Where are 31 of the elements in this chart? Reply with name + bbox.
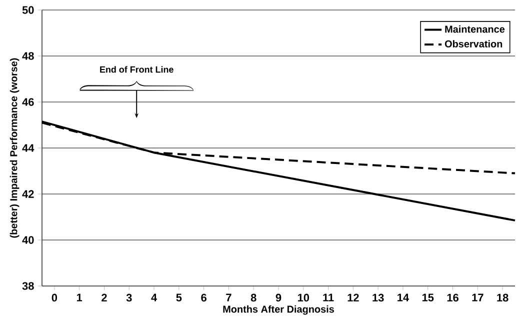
y-tick-label: 48 bbox=[22, 52, 34, 60]
x-tick-label: 5 bbox=[176, 294, 182, 302]
x-tick-label: 9 bbox=[276, 294, 282, 302]
x-axis-title: Months After Diagnosis bbox=[223, 305, 334, 315]
x-tick-label: 15 bbox=[422, 294, 434, 302]
y-tick-label: 44 bbox=[22, 144, 34, 152]
x-tick-label: 14 bbox=[398, 294, 410, 302]
y-tick-label: 46 bbox=[22, 98, 34, 106]
x-tick-label: 18 bbox=[497, 294, 508, 302]
x-tick-label: 1 bbox=[76, 294, 82, 302]
y-tick-label: 42 bbox=[22, 190, 34, 198]
y-tick-label: 50 bbox=[22, 6, 34, 14]
x-tick-label: 2 bbox=[102, 294, 107, 302]
x-tick-label: 7 bbox=[226, 294, 232, 302]
x-tick-label: 10 bbox=[298, 294, 310, 302]
legend-label: Observation bbox=[444, 40, 502, 48]
x-tick-label: 11 bbox=[323, 294, 334, 302]
annotation: End of Front Line bbox=[100, 66, 174, 73]
y-tick-label: 40 bbox=[22, 236, 34, 244]
x-tick-label: 3 bbox=[126, 294, 132, 302]
x-tick-label: 0 bbox=[52, 294, 58, 302]
x-tick-label: 17 bbox=[472, 294, 484, 302]
x-tick-label: 8 bbox=[250, 294, 256, 302]
x-tick-label: 4 bbox=[151, 294, 158, 302]
y-tick-label: 38 bbox=[22, 282, 34, 290]
legend-label: Maintenance bbox=[445, 25, 505, 33]
y-axis-title: (better) Impaired Performance (worse) bbox=[10, 58, 20, 238]
x-tick-label: 16 bbox=[447, 294, 458, 302]
x-tick-label: 6 bbox=[201, 294, 206, 302]
x-tick-label: 12 bbox=[348, 294, 359, 302]
x-tick-label: 13 bbox=[372, 294, 384, 302]
